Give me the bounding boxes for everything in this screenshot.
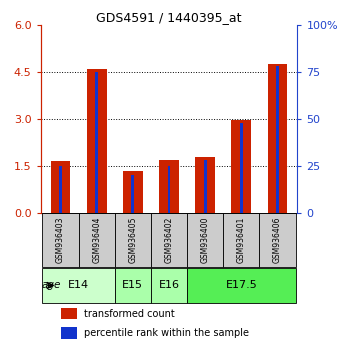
- Bar: [168, 166, 170, 213]
- Text: GSM936404: GSM936404: [92, 217, 101, 263]
- Text: age: age: [41, 280, 61, 290]
- FancyBboxPatch shape: [187, 213, 223, 267]
- FancyBboxPatch shape: [151, 213, 187, 267]
- Bar: [123, 171, 143, 213]
- FancyBboxPatch shape: [42, 213, 78, 267]
- Bar: [61, 308, 76, 319]
- FancyBboxPatch shape: [151, 268, 187, 303]
- Text: transformed count: transformed count: [84, 309, 175, 319]
- Bar: [195, 156, 215, 213]
- FancyBboxPatch shape: [187, 268, 296, 303]
- Bar: [276, 66, 279, 213]
- Bar: [95, 72, 98, 213]
- FancyBboxPatch shape: [115, 268, 151, 303]
- Text: GSM936401: GSM936401: [237, 217, 246, 263]
- FancyBboxPatch shape: [42, 268, 115, 303]
- Bar: [50, 161, 70, 213]
- Title: GDS4591 / 1440395_at: GDS4591 / 1440395_at: [96, 11, 242, 24]
- Text: E17.5: E17.5: [225, 280, 257, 290]
- Bar: [268, 64, 288, 213]
- Text: GSM936403: GSM936403: [56, 217, 65, 263]
- FancyBboxPatch shape: [260, 213, 296, 267]
- Bar: [204, 160, 207, 213]
- Bar: [131, 175, 134, 213]
- Bar: [232, 120, 251, 213]
- Text: percentile rank within the sample: percentile rank within the sample: [84, 329, 249, 338]
- FancyBboxPatch shape: [78, 213, 115, 267]
- Text: GSM936400: GSM936400: [201, 217, 210, 263]
- Text: GSM936402: GSM936402: [165, 217, 173, 263]
- Text: GSM936405: GSM936405: [128, 217, 137, 263]
- Bar: [87, 69, 106, 213]
- Text: E14: E14: [68, 280, 89, 290]
- Bar: [240, 123, 243, 213]
- Bar: [159, 160, 179, 213]
- Bar: [59, 166, 62, 213]
- FancyBboxPatch shape: [115, 213, 151, 267]
- Text: E15: E15: [122, 280, 143, 290]
- Text: GSM936406: GSM936406: [273, 217, 282, 263]
- FancyBboxPatch shape: [223, 213, 260, 267]
- Text: E16: E16: [159, 280, 179, 290]
- Bar: [61, 327, 76, 339]
